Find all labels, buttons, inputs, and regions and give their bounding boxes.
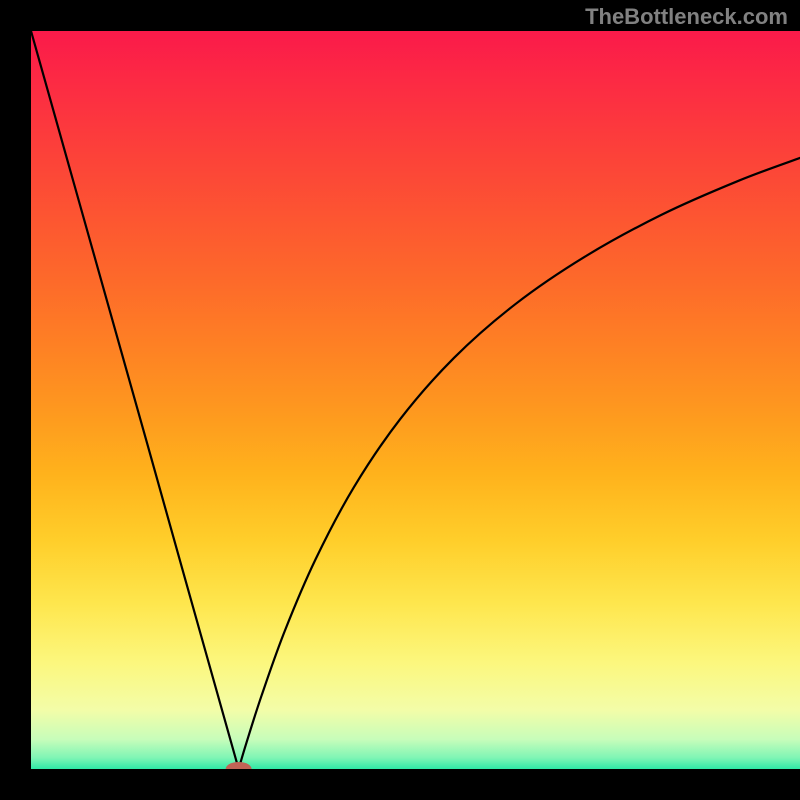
bottleneck-chart — [0, 0, 800, 800]
watermark-text: TheBottleneck.com — [585, 4, 788, 30]
chart-container: TheBottleneck.com — [0, 0, 800, 800]
